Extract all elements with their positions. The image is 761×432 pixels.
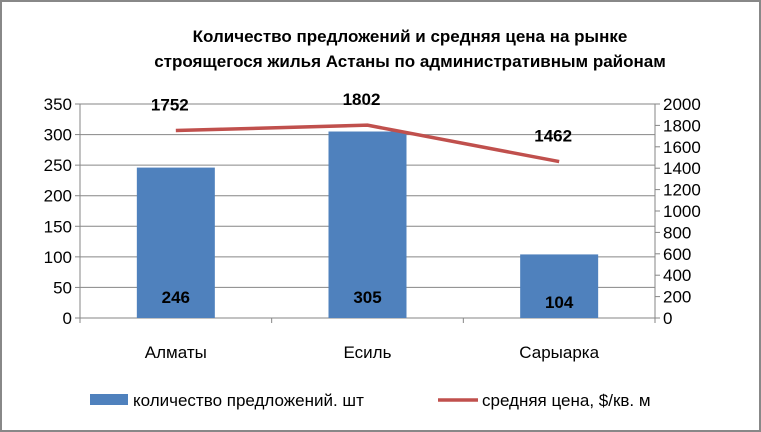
left-tick-label: 150: [44, 217, 72, 236]
left-tick-label: 300: [44, 126, 72, 145]
bar-value-label: 305: [353, 288, 381, 307]
chart-title-line: строящегося жилья Астаны по администрати…: [154, 52, 666, 71]
legend-line-label: средняя цена, $/кв. м: [482, 391, 651, 410]
category-label: Есиль: [344, 343, 392, 362]
right-tick-label: 200: [663, 288, 691, 307]
right-tick-label: 1200: [663, 181, 701, 200]
left-tick-label: 0: [63, 309, 72, 328]
bar-value-label: 246: [162, 288, 190, 307]
line-value-label: 1462: [534, 127, 572, 146]
right-tick-label: 2000: [663, 95, 701, 114]
legend-bar-swatch: [90, 394, 128, 405]
line-value-label: 1752: [151, 96, 189, 115]
left-tick-label: 50: [53, 278, 72, 297]
chart-title-line: Количество предложений и средняя цена на…: [193, 27, 628, 46]
right-tick-label: 1800: [663, 116, 701, 135]
legend-bar-label: количество предложений. шт: [133, 391, 364, 410]
left-tick-label: 250: [44, 156, 72, 175]
bar: [136, 167, 215, 318]
category-label: Сарыарка: [519, 343, 599, 362]
bar-value-label: 104: [545, 293, 574, 312]
bar: [520, 254, 599, 318]
left-tick-label: 100: [44, 248, 72, 267]
category-label: Алматы: [145, 343, 207, 362]
right-tick-label: 1400: [663, 159, 701, 178]
bar: [328, 131, 407, 318]
left-tick-label: 350: [44, 95, 72, 114]
line-value-label: 1802: [343, 90, 381, 109]
price-line: [175, 123, 560, 164]
right-tick-label: 800: [663, 223, 691, 242]
right-tick-label: 0: [663, 309, 672, 328]
right-tick-label: 1000: [663, 202, 701, 221]
left-tick-label: 200: [44, 187, 72, 206]
right-tick-label: 600: [663, 245, 691, 264]
right-tick-label: 400: [663, 266, 691, 285]
right-tick-label: 1600: [663, 138, 701, 157]
